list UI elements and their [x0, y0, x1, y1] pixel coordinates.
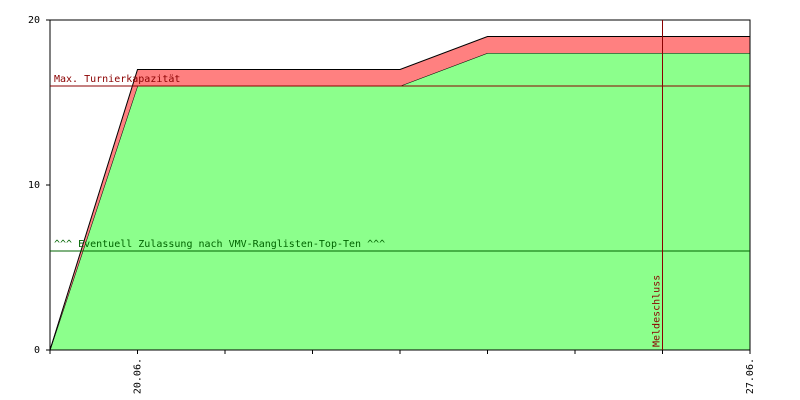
- y-tick-label: 10: [28, 180, 40, 191]
- y-tick-label: 0: [34, 345, 40, 356]
- x-tick-label: 27.06.: [745, 358, 756, 394]
- x-tick-label: 20.06.: [133, 358, 144, 394]
- deadline-label: Meldeschluss: [652, 275, 663, 347]
- reference-label: ^^^ Eventuell Zulassung nach VMV-Ranglis…: [54, 239, 385, 250]
- y-tick-label: 20: [28, 15, 40, 26]
- area-outline: [49, 36, 750, 351]
- area: [50, 53, 750, 350]
- reference-label: Max. Turnierkapazität: [54, 74, 180, 85]
